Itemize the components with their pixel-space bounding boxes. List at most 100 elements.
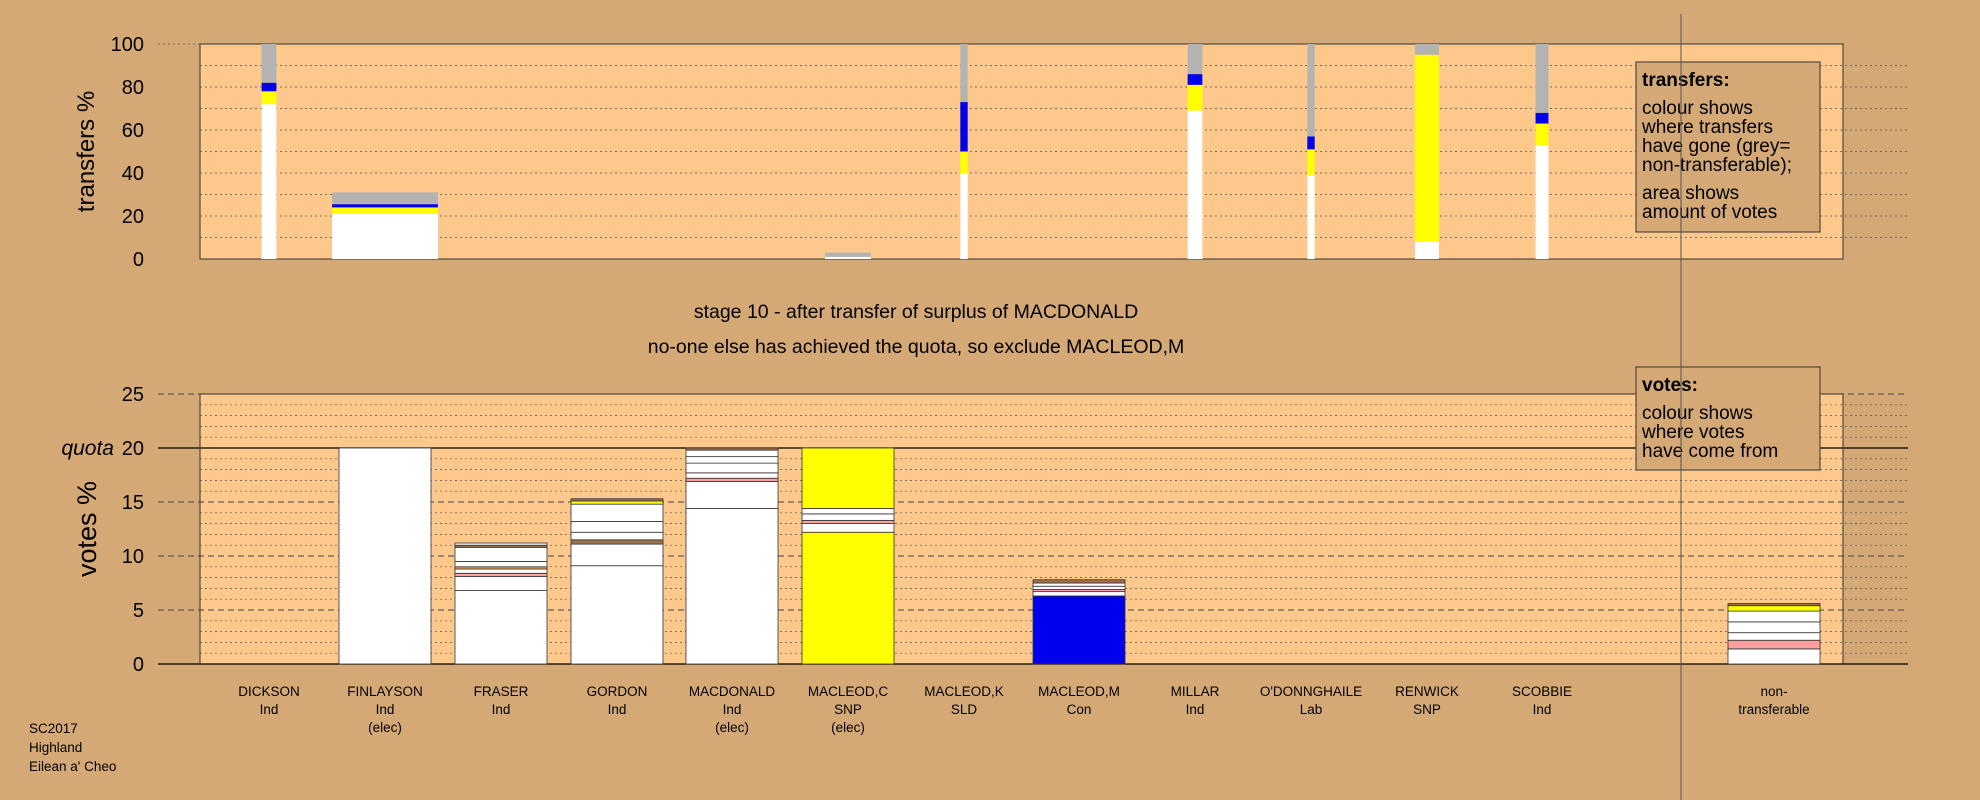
transfer-segment xyxy=(960,102,968,152)
vote-segment xyxy=(685,456,779,464)
vote-segment xyxy=(1032,585,1126,590)
transfer-segment xyxy=(1187,110,1203,260)
candidate-party: Ind xyxy=(723,702,742,717)
transfer-segment xyxy=(332,204,438,208)
vote-segment xyxy=(454,546,548,562)
votes-legend-title: votes: xyxy=(1642,375,1698,396)
bottom-plot-area xyxy=(200,394,1843,664)
candidate-name: O'DONNGHAILE xyxy=(1260,684,1362,699)
vote-segment xyxy=(685,472,779,479)
top-y-axis-label: transfers % xyxy=(73,91,100,212)
transfer-segment xyxy=(1415,54,1439,242)
candidate-party: Con xyxy=(1067,702,1092,717)
stage-subtitle: no-one else has achieved the quota, so e… xyxy=(648,336,1185,358)
transfers-legend-text: colour shows xyxy=(1642,98,1753,119)
transfer-segment xyxy=(261,91,277,105)
footer-election: SC2017 xyxy=(29,721,78,736)
transfer-segment xyxy=(1535,145,1549,259)
vote-segment xyxy=(1032,579,1126,584)
transfer-segment xyxy=(332,207,438,214)
transfer-segment xyxy=(332,192,438,205)
vote-segment xyxy=(1032,582,1126,587)
transfer-segment xyxy=(1307,136,1315,150)
vote-segment xyxy=(338,447,432,665)
vote-segment xyxy=(685,447,779,451)
candidate-party: Ind xyxy=(1186,702,1205,717)
vote-segment xyxy=(801,447,895,509)
candidate-name: FINLAYSON xyxy=(347,684,423,699)
top-plot-border xyxy=(199,43,1844,260)
vote-segment xyxy=(685,449,779,458)
candidate-name: RENWICK xyxy=(1395,684,1459,699)
transfer-segment xyxy=(1307,44,1315,137)
bottom-y-tick-label: 15 xyxy=(122,492,144,514)
vote-segment xyxy=(454,590,548,665)
transfer-segment xyxy=(1535,112,1549,124)
votes-legend-text: where votes xyxy=(1641,422,1744,443)
vote-segment xyxy=(570,543,664,567)
candidate-name: non- xyxy=(1760,684,1787,699)
candidate-party: Lab xyxy=(1300,702,1323,717)
transfer-segment xyxy=(261,44,277,83)
top-y-tick-label: 20 xyxy=(122,206,144,228)
vote-segment xyxy=(1032,591,1126,597)
top-y-tick-label: 80 xyxy=(122,77,144,99)
transfers-legend-text: area shows xyxy=(1642,183,1739,204)
transfer-segment xyxy=(1307,175,1315,259)
stage-title: stage 10 - after transfer of surplus of … xyxy=(694,301,1138,323)
vote-segment xyxy=(1727,648,1821,665)
transfer-segment xyxy=(261,82,277,92)
candidate-name: MILLAR xyxy=(1171,684,1220,699)
transfer-segment xyxy=(960,173,968,259)
transfer-segment xyxy=(1415,241,1439,259)
vote-segment xyxy=(570,500,664,505)
vote-segment xyxy=(801,519,895,524)
vote-segment xyxy=(685,477,779,482)
transfers-legend-text: amount of votes xyxy=(1642,202,1777,223)
candidate-name: SCOBBIE xyxy=(1512,684,1572,699)
candidate-status: (elec) xyxy=(831,720,865,735)
transfer-segment xyxy=(1415,44,1439,55)
top-y-tick-label: 60 xyxy=(122,120,144,142)
transfer-segment xyxy=(1535,123,1549,146)
vote-segment xyxy=(1727,632,1821,641)
transfer-segment xyxy=(1307,149,1315,176)
candidate-party: SNP xyxy=(1413,702,1441,717)
transfer-segment xyxy=(960,151,968,173)
vote-segment xyxy=(570,565,664,665)
vote-segment xyxy=(685,481,779,509)
bottom-y-axis-label: votes % xyxy=(72,481,102,577)
transfer-segment xyxy=(261,104,277,259)
candidate-name: GORDON xyxy=(587,684,648,699)
vote-segment xyxy=(1727,603,1821,607)
transfer-segment xyxy=(1535,44,1549,113)
transfers-legend-text: non-transferable); xyxy=(1642,155,1792,176)
transfers-legend-box xyxy=(1635,61,1821,233)
vote-segment xyxy=(685,508,779,665)
vote-segment xyxy=(454,568,548,574)
candidate-party: Ind xyxy=(376,702,395,717)
candidate-party: transferable xyxy=(1738,702,1809,717)
vote-segment xyxy=(454,561,548,568)
candidate-name: FRASER xyxy=(474,684,529,699)
vote-segment xyxy=(1727,610,1821,623)
vote-segment xyxy=(454,572,548,577)
transfer-segment xyxy=(825,252,871,257)
transfers-legend-text: where transfers xyxy=(1641,117,1773,138)
vote-segment xyxy=(1032,595,1126,665)
transfer-segment xyxy=(1187,84,1203,111)
vote-segment xyxy=(1727,621,1821,634)
vote-segment xyxy=(801,513,895,521)
candidate-name: MACLEOD,C xyxy=(808,684,889,699)
bottom-y-tick-label: 25 xyxy=(122,384,144,406)
footer-ward: Eilean a' Cheo xyxy=(29,759,117,774)
votes-legend-text: have come from xyxy=(1642,441,1778,462)
votes-legend-text: colour shows xyxy=(1642,403,1753,424)
candidate-status: (elec) xyxy=(368,720,402,735)
vote-segment xyxy=(570,539,664,545)
footer-council: Highland xyxy=(29,740,83,755)
candidate-party: SLD xyxy=(951,702,978,717)
footer: SC2017 Highland Eilean a' Cheo xyxy=(29,719,116,776)
bottom-y-tick-label: 5 xyxy=(133,600,144,622)
